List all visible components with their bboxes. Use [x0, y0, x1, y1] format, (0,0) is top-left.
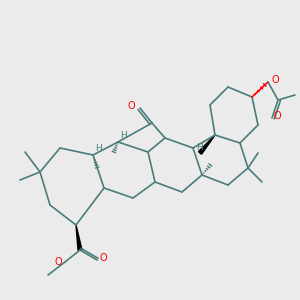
Text: H: H	[95, 144, 102, 153]
Text: O: O	[128, 101, 135, 111]
Text: O: O	[271, 75, 279, 85]
Text: O: O	[274, 111, 282, 121]
Text: O: O	[100, 253, 108, 263]
Polygon shape	[76, 225, 82, 250]
Text: H: H	[120, 131, 127, 140]
Text: O: O	[54, 257, 62, 267]
Polygon shape	[199, 135, 215, 154]
Text: H: H	[196, 143, 203, 152]
